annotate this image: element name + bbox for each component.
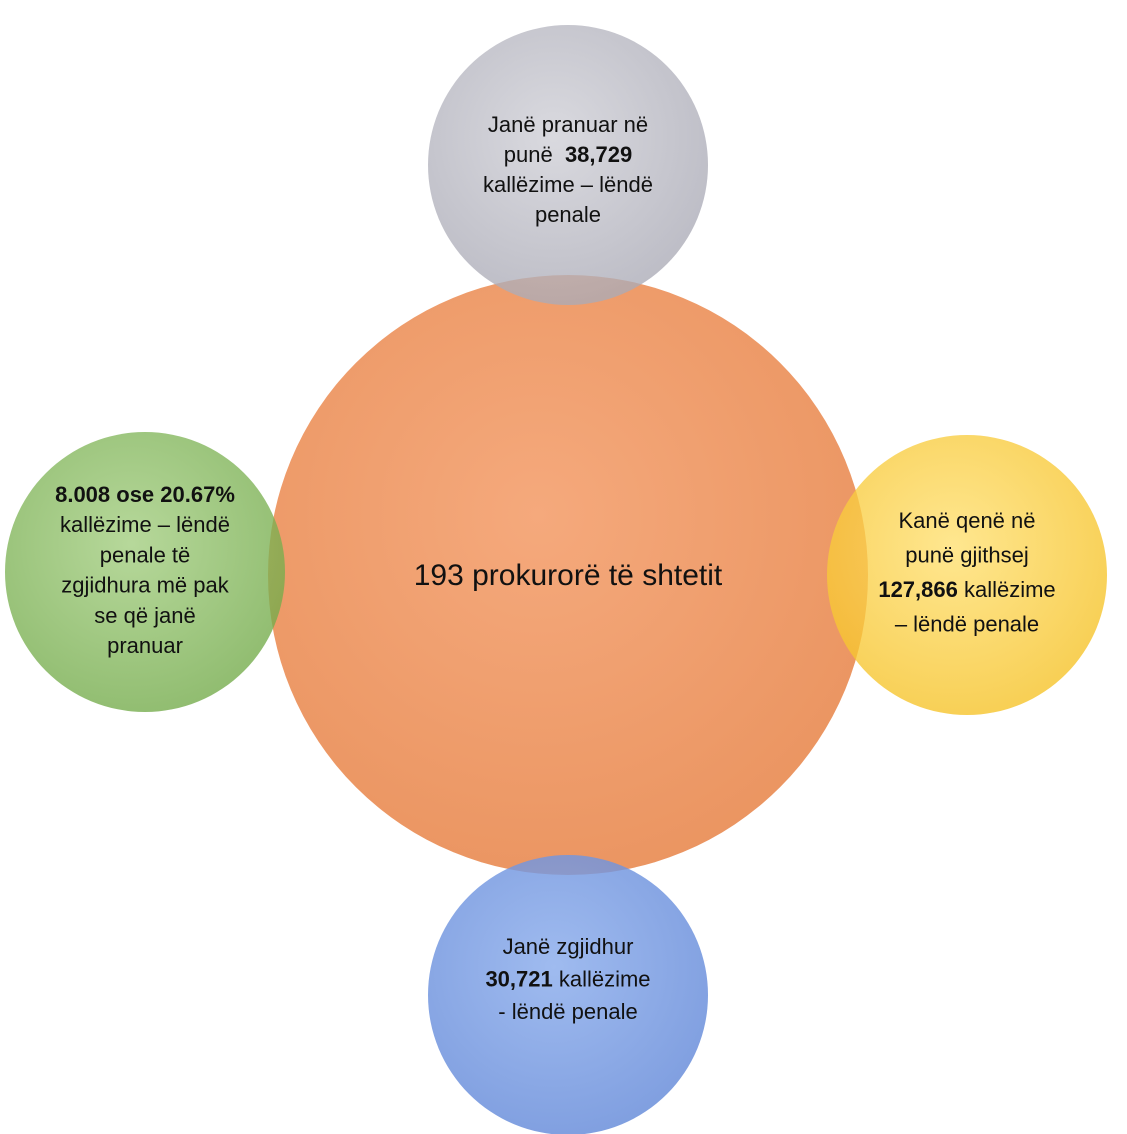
text: Janë pranuar në xyxy=(488,112,648,137)
text: se që janë xyxy=(94,603,196,628)
node-line: 30,721 kallëzime xyxy=(485,966,650,991)
node-line: Kanë qenë në xyxy=(898,508,1035,533)
node-line: Janë zgjidhur xyxy=(503,934,634,959)
center-circle xyxy=(268,275,868,875)
node-line: Janë pranuar në xyxy=(488,112,648,137)
bold-text: 30,721 xyxy=(485,966,552,991)
text: – lëndë penale xyxy=(895,611,1039,636)
bottom-circle xyxy=(428,855,708,1134)
node-line: kallëzime – lëndë xyxy=(483,172,653,197)
text: kallëzime – lëndë xyxy=(483,172,653,197)
text: punë xyxy=(504,142,565,167)
bold-text: 38,729 xyxy=(565,142,632,167)
node-line: punë gjithsej xyxy=(905,542,1029,567)
text: kallëzime xyxy=(958,577,1056,602)
text: Kanë qenë në xyxy=(898,508,1035,533)
node-line: - lëndë penale xyxy=(498,999,637,1024)
text: - lëndë penale xyxy=(498,999,637,1024)
bold-text: 127,866 xyxy=(878,577,958,602)
node-line: punë 38,729 xyxy=(504,142,632,167)
right-circle xyxy=(827,435,1107,715)
center-label: 193 prokurorë të shtetit xyxy=(414,559,723,592)
text: pranuar xyxy=(107,633,183,658)
text: kallëzime – lëndë xyxy=(60,512,230,537)
node-line: penale xyxy=(535,202,601,227)
node-line: zgjidhura më pak xyxy=(61,572,230,597)
text: zgjidhura më pak xyxy=(61,572,230,597)
text: punë gjithsej xyxy=(905,542,1029,567)
node-line: se që janë xyxy=(94,603,196,628)
text: kallëzime xyxy=(553,966,651,991)
node-line: pranuar xyxy=(107,633,183,658)
text: Janë zgjidhur xyxy=(503,934,634,959)
node-line: 8.008 ose 20.67% xyxy=(55,482,235,507)
node-line: 127,866 kallëzime xyxy=(878,577,1055,602)
node-line: penale të xyxy=(100,542,191,567)
top-circle xyxy=(428,25,708,305)
bold-text: 8.008 ose 20.67% xyxy=(55,482,235,507)
text: penale të xyxy=(100,542,191,567)
left-circle xyxy=(5,432,285,712)
node-line: kallëzime – lëndë xyxy=(60,512,230,537)
text: penale xyxy=(535,202,601,227)
node-line: – lëndë penale xyxy=(895,611,1039,636)
